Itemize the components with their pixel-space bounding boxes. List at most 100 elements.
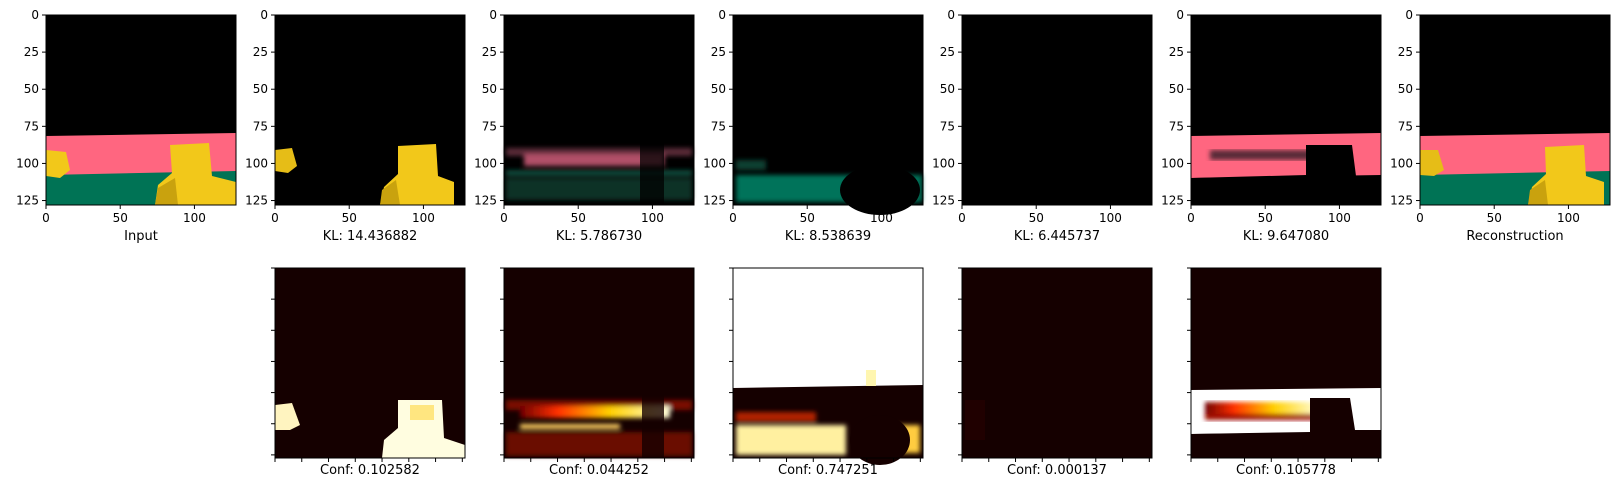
panel-kl-slot-4 — [962, 15, 1152, 205]
y-tick-label: 25 — [940, 45, 955, 59]
y-tick-label: 50 — [253, 82, 268, 96]
y-tick-label: 75 — [253, 119, 268, 133]
heatmap-frame — [732, 267, 924, 459]
caption-conf-slot-2: Conf: 0.044252 — [549, 463, 649, 478]
panel-frame — [1190, 14, 1382, 206]
y-tick-label: 100 — [703, 156, 726, 170]
caption-conf-slot-3: Conf: 0.747251 — [778, 463, 878, 478]
x-tick-label: 0 — [958, 211, 966, 225]
y-tick-label: 50 — [1398, 82, 1413, 96]
y-tick-label: 100 — [932, 156, 955, 170]
caption-reconstruction: Reconstruction — [1466, 229, 1563, 244]
heatmap-frame — [961, 267, 1153, 459]
caption-kl-slot-1: KL: 14.436882 — [323, 229, 418, 244]
y-tick-label: 25 — [1398, 45, 1413, 59]
y-tick-label: 75 — [482, 119, 497, 133]
panel-frame — [732, 14, 924, 206]
bottom-captions: Conf: 0.102582 Conf: 0.044252 Conf: 0.74… — [320, 463, 1336, 478]
y-tick-label: 75 — [1398, 119, 1413, 133]
y-tick-label: 125 — [245, 194, 268, 208]
caption-kl-slot-2: KL: 5.786730 — [556, 229, 642, 244]
y-tick-label: 0 — [1176, 8, 1184, 22]
panel-kl-slot-5 — [1191, 15, 1381, 205]
y-tick-label: 25 — [1169, 45, 1184, 59]
y-tick-label: 125 — [703, 194, 726, 208]
y-tick-label: 75 — [711, 119, 726, 133]
x-tick-label: 50 — [1258, 211, 1273, 225]
y-tick-label: 25 — [711, 45, 726, 59]
x-tick-label: 50 — [1487, 211, 1502, 225]
panel-frame — [45, 14, 237, 206]
y-tick-label: 100 — [1161, 156, 1184, 170]
panel-kl-slot-3 — [733, 15, 923, 215]
y-tick-label: 75 — [24, 119, 39, 133]
x-tick-label: 0 — [729, 211, 737, 225]
panel-reconstruction — [1420, 15, 1610, 205]
x-tick-label: 50 — [571, 211, 586, 225]
top-captions: Input KL: 14.436882 KL: 5.786730 KL: 8.5… — [124, 229, 1563, 244]
y-tick-label: 125 — [1161, 194, 1184, 208]
panel-frame — [274, 14, 466, 206]
caption-conf-slot-1: Conf: 0.102582 — [320, 463, 420, 478]
heatmap-frame — [274, 267, 466, 459]
x-tick-label: 100 — [183, 211, 206, 225]
heatmap-conf-slot-1 — [275, 268, 465, 458]
caption-kl-slot-4: KL: 6.445737 — [1014, 229, 1100, 244]
heatmap-conf-slot-3 — [733, 268, 923, 465]
heatmap-conf-slot-5 — [1191, 268, 1381, 458]
y-tick-label: 75 — [940, 119, 955, 133]
caption-kl-slot-3: KL: 8.538639 — [785, 229, 871, 244]
heatmap-conf-slot-4 — [962, 268, 1152, 458]
caption-conf-slot-4: Conf: 0.000137 — [1007, 463, 1107, 478]
y-tick-label: 25 — [24, 45, 39, 59]
x-tick-label: 100 — [641, 211, 664, 225]
x-tick-label: 100 — [412, 211, 435, 225]
x-tick-label: 50 — [1029, 211, 1044, 225]
y-tick-label: 125 — [474, 194, 497, 208]
y-tick-label: 50 — [711, 82, 726, 96]
caption-input: Input — [124, 229, 158, 244]
x-tick-label: 100 — [1328, 211, 1351, 225]
panel-frame — [1419, 14, 1611, 206]
y-tick-label: 0 — [489, 8, 497, 22]
x-tick-label: 100 — [1557, 211, 1580, 225]
y-tick-label: 0 — [947, 8, 955, 22]
heatmap-frame — [503, 267, 695, 459]
x-tick-label: 0 — [500, 211, 508, 225]
y-tick-label: 50 — [482, 82, 497, 96]
y-tick-label: 0 — [1405, 8, 1413, 22]
y-tick-label: 125 — [16, 194, 39, 208]
panel-frame — [503, 14, 695, 206]
x-tick-label: 50 — [342, 211, 357, 225]
y-tick-label: 25 — [482, 45, 497, 59]
x-tick-label: 100 — [870, 211, 893, 225]
x-tick-label: 0 — [42, 211, 50, 225]
y-tick-label: 125 — [932, 194, 955, 208]
caption-conf-slot-5: Conf: 0.105778 — [1236, 463, 1336, 478]
y-tick-label: 100 — [474, 156, 497, 170]
y-tick-label: 50 — [24, 82, 39, 96]
panel-input — [46, 15, 236, 205]
x-tick-label: 0 — [1416, 211, 1424, 225]
caption-kl-slot-5: KL: 9.647080 — [1243, 229, 1329, 244]
x-tick-label: 100 — [1099, 211, 1122, 225]
y-tick-label: 0 — [31, 8, 39, 22]
panel-kl-slot-1 — [275, 15, 465, 205]
heatmap-conf-slot-2 — [504, 268, 694, 458]
x-tick-label: 50 — [113, 211, 128, 225]
heatmap-frame — [1190, 267, 1382, 459]
y-tick-label: 100 — [245, 156, 268, 170]
panel-frame — [961, 14, 1153, 206]
y-tick-label: 25 — [253, 45, 268, 59]
panel-kl-slot-2 — [504, 15, 694, 205]
y-tick-label: 0 — [260, 8, 268, 22]
x-tick-label: 0 — [1187, 211, 1195, 225]
x-tick-label: 0 — [271, 211, 279, 225]
y-tick-label: 75 — [1169, 119, 1184, 133]
y-tick-label: 100 — [16, 156, 39, 170]
y-tick-label: 50 — [1169, 82, 1184, 96]
y-tick-label: 0 — [718, 8, 726, 22]
y-tick-label: 50 — [940, 82, 955, 96]
x-tick-label: 50 — [800, 211, 815, 225]
